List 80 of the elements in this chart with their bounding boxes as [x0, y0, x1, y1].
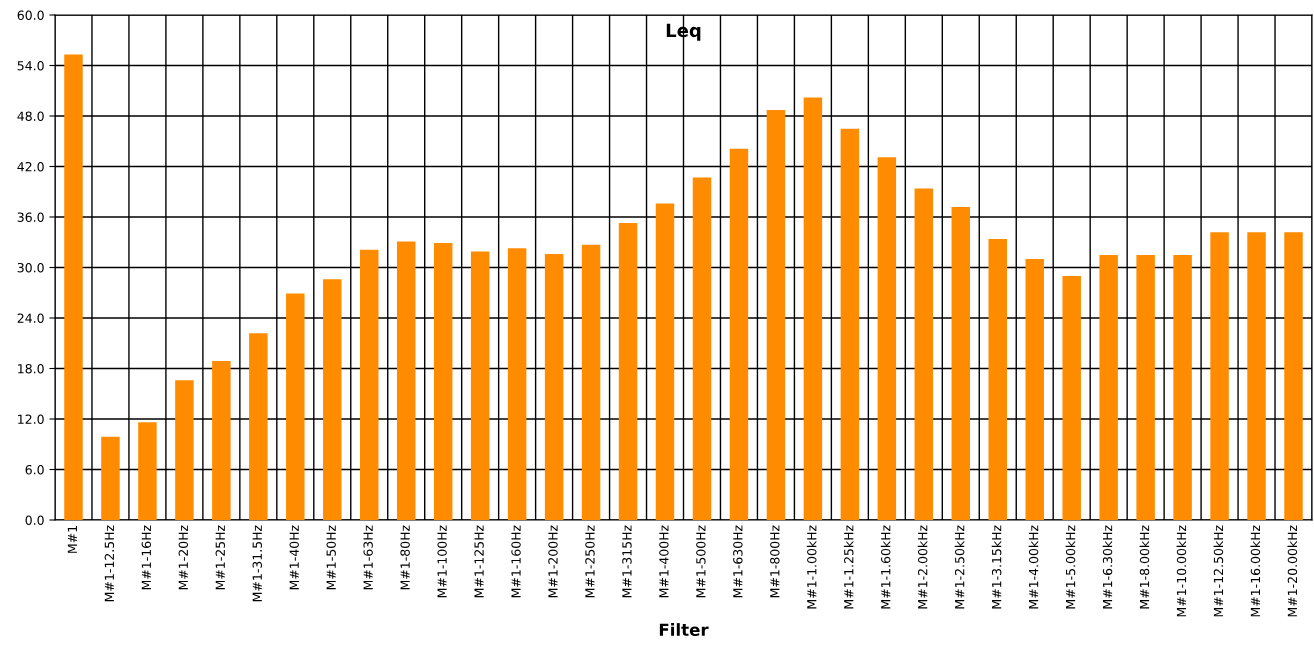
bar	[1099, 254, 1118, 520]
bar	[64, 54, 83, 520]
bar	[1062, 275, 1081, 520]
bar	[249, 333, 268, 520]
bar	[286, 293, 305, 520]
x-tick-label: M#1-400Hz	[659, 525, 669, 598]
x-tick-label: M#1-40Hz	[289, 525, 299, 590]
x-tick-label: M#1-12.5Hz	[104, 525, 115, 602]
x-tick-label: M#1-8.00kHz	[1139, 525, 1150, 609]
bar	[1247, 232, 1266, 520]
x-axis-title: Filter	[659, 623, 709, 637]
bar	[470, 251, 490, 520]
x-tick-label: M#1-4.00kHz	[1028, 525, 1039, 609]
x-tick-label: M#1-5.00kHz	[1065, 525, 1076, 609]
bar	[692, 177, 712, 520]
bar	[914, 188, 934, 520]
x-tick-label: M#1-630Hz	[733, 525, 743, 598]
x-tick-label: M#1-1.00kHz	[806, 525, 817, 609]
bar	[138, 422, 157, 520]
y-tick-label: 12.0	[18, 414, 44, 424]
x-tick-label: M#1	[67, 526, 77, 553]
x-tick-label: M#1-3.15kHz	[991, 525, 1002, 609]
y-tick-label: 36.0	[17, 212, 44, 222]
bar	[988, 238, 1007, 520]
bar	[766, 110, 786, 520]
x-tick-label: M#1-250Hz	[585, 525, 595, 598]
bar	[1136, 254, 1155, 520]
x-tick-label: M#1-2.50kHz	[954, 525, 965, 609]
x-tick-label: M#1-16.00kHz	[1250, 525, 1261, 617]
bar	[323, 279, 342, 520]
bar	[1284, 232, 1303, 520]
y-tick-label: 18.0	[18, 363, 44, 374]
x-tick-label: M#1-10.00kHz	[1176, 525, 1187, 617]
bar	[507, 248, 527, 520]
bar	[433, 243, 453, 520]
bar	[1025, 259, 1044, 520]
x-tick-label: M#1-16Hz	[141, 525, 152, 590]
x-tick-label: M#1-315Hz	[622, 525, 632, 598]
bar	[360, 249, 379, 520]
x-tick-label: M#1-100Hz	[437, 525, 447, 598]
y-tick-label: 48.0	[17, 111, 44, 121]
bar	[951, 206, 971, 520]
bar	[1173, 254, 1192, 520]
bar	[877, 157, 897, 520]
y-tick-label: 0.0	[25, 515, 44, 525]
bar	[803, 97, 823, 520]
x-tick-label: M#1-500Hz	[696, 525, 706, 598]
bar	[101, 436, 120, 520]
x-tick-label: M#1-1.60kHz	[880, 525, 891, 609]
x-tick-label: M#1-20.00kHz	[1287, 525, 1298, 617]
y-tick-label: 30.0	[17, 262, 44, 273]
y-tick-label: 54.0	[17, 60, 44, 71]
bar	[1210, 232, 1229, 520]
x-tick-label: M#1-12.50kHz	[1213, 525, 1224, 617]
bar	[840, 128, 860, 520]
bar	[655, 203, 675, 520]
x-tick-label: M#1-2.00kHz	[917, 525, 928, 609]
bar	[729, 148, 749, 520]
x-tick-label: M#1-63Hz	[363, 525, 373, 590]
y-tick-label: 6.0	[25, 464, 44, 475]
y-tick-label: 60.0	[17, 10, 44, 20]
x-tick-label: M#1-800Hz	[770, 525, 780, 598]
x-tick-label: M#1-125Hz	[474, 525, 484, 598]
x-tick-label: M#1-31.5Hz	[252, 525, 262, 602]
x-tick-label: M#1-200Hz	[548, 525, 558, 598]
x-tick-label: M#1-25Hz	[215, 525, 225, 590]
bar	[618, 222, 638, 520]
bar	[212, 360, 231, 520]
bar	[581, 244, 601, 520]
bar	[175, 380, 194, 520]
x-tick-label: M#1-50Hz	[326, 525, 336, 590]
x-tick-label: M#1-6.30kHz	[1102, 525, 1113, 609]
x-tick-label: M#1-1.25kHz	[843, 525, 854, 609]
x-tick-label: M#1-80Hz	[400, 525, 410, 590]
x-tick-label: M#1-20Hz	[178, 525, 189, 590]
bar	[544, 254, 564, 520]
y-tick-label: 24.0	[17, 313, 44, 323]
bar	[396, 241, 416, 520]
y-tick-label: 42.0	[17, 161, 44, 172]
x-tick-label: M#1-160Hz	[511, 525, 521, 598]
